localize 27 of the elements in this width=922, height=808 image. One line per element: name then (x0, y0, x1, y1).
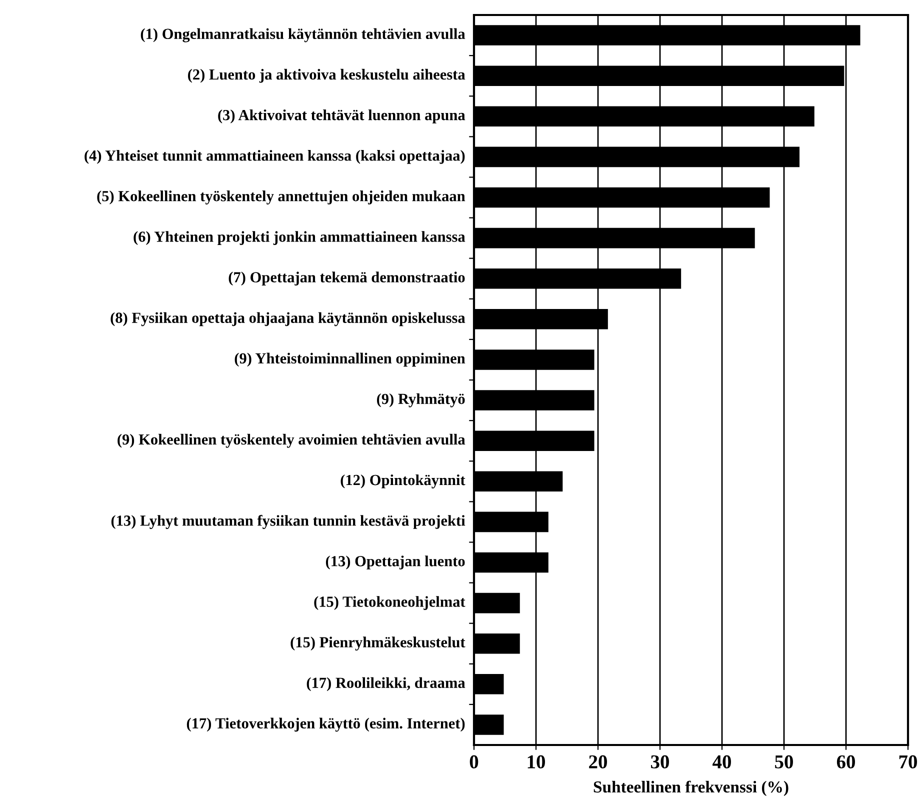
y-tick-label: (2) Luento ja aktivoiva keskustelu aiheesta (188, 68, 466, 83)
x-tick-label: 30 (651, 755, 669, 768)
y-tick-label: (17) Roolileikki, draama (306, 677, 466, 692)
y-tick-label: (3) Aktivoivat tehtävät luennon apuna (218, 109, 466, 124)
y-tick-label: (13) Lyhyt muutaman fysiikan tunnin kestävä projekti (111, 514, 466, 529)
y-tick-label: (12) Opintokäynnit (340, 474, 466, 488)
y-tick-label: (15) Pienryhmäkeskustelut (290, 636, 466, 651)
x-tick-label: 50 (775, 755, 793, 768)
y-tick-label: (9) Yhteistoiminnallinen oppiminen (234, 352, 466, 367)
y-tick-label: (4) Yhteiset tunnit ammattiaineen kanssa (kaksi opettajaa) (84, 150, 465, 164)
y-tick-label: (1) Ongelmanratkaisu käytännön tehtävien avulla (140, 28, 466, 42)
y-tick-label: (13) Opettajan luento (326, 556, 465, 570)
x-tick-label: 70 (899, 755, 917, 768)
y-tick-label: (9) Ryhmätyö (376, 393, 465, 408)
y-tick-label: (6) Yhteinen projekti jonkin ammattiaineen kanssa (134, 231, 466, 245)
x-tick-label: 40 (712, 755, 731, 768)
y-tick-label: (5) Kokeellinen työskentely annettujen ohjeiden mukaan (97, 190, 466, 204)
y-tick-label: (9) Kokeellinen työskentely avoimien tehtävien avulla (118, 434, 466, 448)
y-tick-label: (17) Tietoverkkojen käyttö (esim. Internet) (186, 718, 465, 732)
x-axis-title: Suhteellinen frekvenssi (%) (594, 780, 788, 796)
y-tick-label: (7) Opettajan tekemä demonstraatio (228, 272, 465, 286)
x-tick-label: 60 (836, 755, 855, 768)
x-tick-label: 20 (589, 755, 607, 768)
y-tick-label: (15) Tietokoneohjelmat (314, 596, 466, 610)
x-tick-label: 10 (528, 755, 545, 768)
x-tick-label: 0 (470, 755, 478, 768)
y-tick-label: (8) Fysiikan opettaja ohjaajana käytännön opiskelussa (110, 312, 466, 326)
